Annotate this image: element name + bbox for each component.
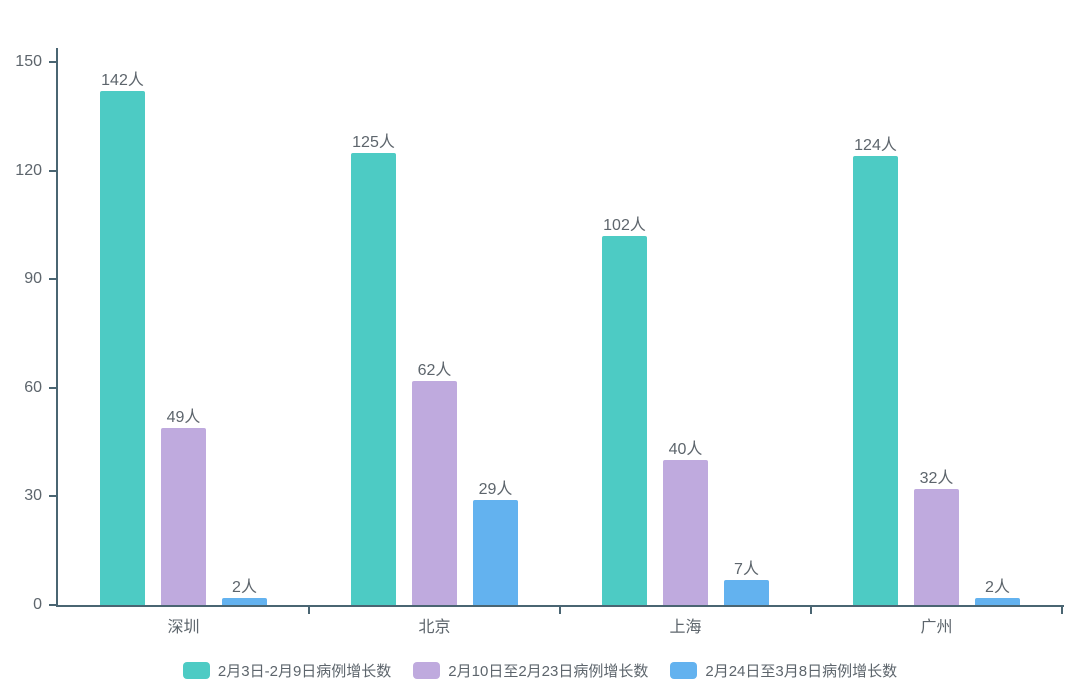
category-label-广州: 广州 <box>920 619 953 636</box>
bar-value-label: 2人 <box>232 578 257 596</box>
x-axis-line <box>56 605 1064 607</box>
y-axis-tick-label: 150 <box>15 53 42 70</box>
y-axis-line <box>56 48 58 607</box>
legend-item-3[interactable]: 2月24日至3月8日病例增长数 <box>670 660 897 681</box>
x-axis-tick <box>810 607 812 614</box>
y-axis-tick-label: 30 <box>24 487 42 505</box>
y-axis-tick-label: 90 <box>24 270 42 288</box>
bar-深圳-s1 <box>100 90 145 605</box>
legend-item-label: 2月3日-2月9日病例增长数 <box>217 663 392 680</box>
y-axis-tick <box>49 604 58 606</box>
bar-value-label: 29人 <box>478 481 513 499</box>
bar-value-label: 49人 <box>166 408 201 426</box>
y-axis-tick <box>49 278 58 281</box>
legend-marker-icon <box>670 662 698 679</box>
bar-value-label: 2人 <box>985 578 1010 596</box>
y-axis-tick <box>49 169 58 172</box>
bar-北京-s2 <box>412 380 457 605</box>
y-axis-tick <box>49 61 58 63</box>
bar-value-label: 62人 <box>417 361 452 379</box>
bar-北京-s1 <box>351 152 396 605</box>
bar-上海-s1 <box>602 235 647 605</box>
category-label-上海: 上海 <box>669 619 702 636</box>
bar-value-label: 40人 <box>668 441 703 459</box>
bar-value-label: 7人 <box>734 560 759 578</box>
bar-上海-s3 <box>724 579 769 605</box>
bar-value-label: 102人 <box>603 216 646 234</box>
bar-上海-s2 <box>663 460 708 605</box>
bar-深圳-s2 <box>161 427 206 605</box>
y-axis-tick <box>49 495 58 498</box>
bar-广州-s2 <box>914 489 959 605</box>
y-axis-tick-label: 120 <box>15 161 42 179</box>
legend-marker-icon <box>413 662 441 679</box>
legend-marker-icon <box>182 662 210 679</box>
legend-item-label: 2月10日至2月23日病例增长数 <box>448 663 649 680</box>
plot-area: 0 30 60 90 120 150 142人 125人 102人 124人 49人 62人 40人 3… <box>15 48 1064 636</box>
bar-广州-s1 <box>853 156 898 605</box>
legend-item-1[interactable]: 2月3日-2月9日病例增长数 <box>182 660 392 681</box>
legend-item-label: 2月24日至3月8日病例增长数 <box>705 663 898 680</box>
bar-北京-s3 <box>473 500 518 605</box>
bar-深圳-s3 <box>222 597 267 605</box>
category-label-深圳: 深圳 <box>167 619 200 636</box>
y-axis-tick-label: 0 <box>33 596 42 613</box>
bar-value-label: 142人 <box>101 71 144 89</box>
y-axis-tick-label: 60 <box>24 378 42 396</box>
bar-value-label: 124人 <box>854 137 897 155</box>
bar-广州-s3 <box>975 597 1020 605</box>
x-axis-tick <box>559 607 561 614</box>
x-axis-tick <box>1061 607 1063 614</box>
legend: 2月3日-2月9日病例增长数 2月10日至2月23日病例增长数 2月24日至3月8日… <box>0 660 1080 681</box>
category-label-北京: 北京 <box>418 619 451 636</box>
y-axis-tick <box>49 386 58 389</box>
legend-item-2[interactable]: 2月10日至2月23日病例增长数 <box>413 660 648 681</box>
bar-value-label: 32人 <box>919 470 954 488</box>
x-axis-tick <box>308 607 310 614</box>
bar-value-label: 125人 <box>352 133 395 151</box>
